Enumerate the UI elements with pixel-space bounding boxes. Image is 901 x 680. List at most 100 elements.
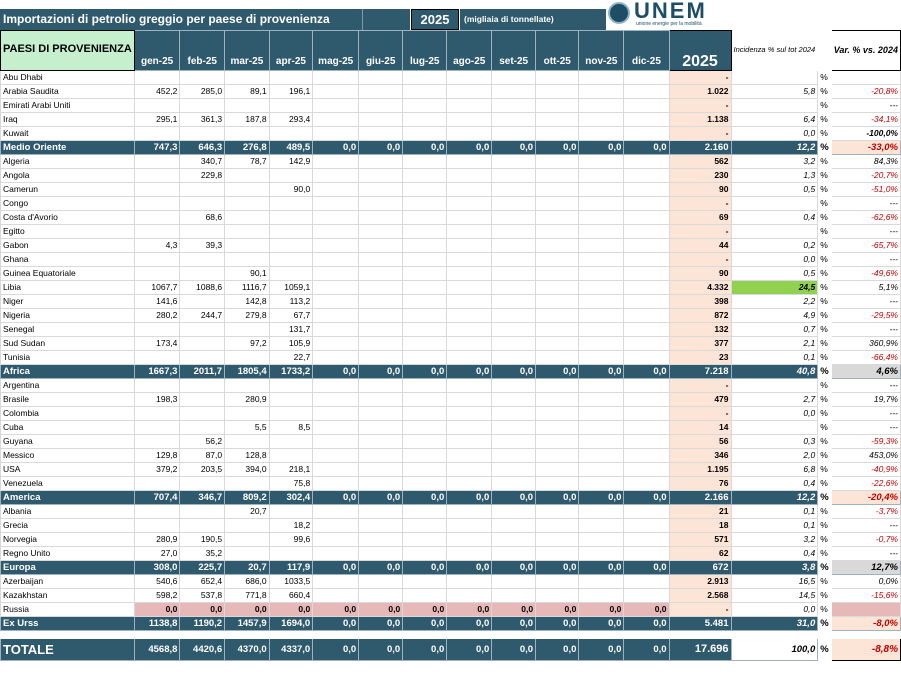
month-value	[358, 322, 404, 337]
month-value	[224, 532, 270, 547]
row-incidence: 31,0	[730, 616, 819, 631]
month-value	[623, 532, 670, 547]
month-value	[312, 546, 360, 561]
spacer-cell	[623, 630, 670, 639]
row-variation: -0,7%	[830, 532, 901, 547]
month-value	[312, 196, 360, 211]
row-incidence: 40,8	[730, 364, 819, 379]
month-value: 0,0	[358, 490, 404, 505]
month-value: 0,0	[623, 638, 670, 661]
month-value	[402, 476, 448, 491]
percent-sign: %	[817, 560, 832, 575]
month-value	[446, 588, 493, 603]
month-value: 129,8	[133, 448, 181, 463]
month-value	[446, 280, 493, 295]
month-value	[578, 70, 625, 85]
country-row: Iraq 295,1 361,3 187,8 293,4 1.138 6,4% -34,1%	[0, 112, 901, 127]
row-name: Kuwait	[0, 126, 135, 141]
country-row: Sud Sudan 173,4 97,2 105,9 377 2,1% 360,9%	[0, 336, 901, 351]
month-value	[402, 70, 448, 85]
month-value: 35,2	[179, 546, 226, 561]
month-value	[535, 266, 580, 281]
month-value	[491, 322, 537, 337]
row-total: 21	[668, 504, 732, 519]
row-total: 2.913	[668, 574, 732, 589]
spacer-cell	[817, 630, 832, 639]
region-total-row: America 707,4 346,7 809,2 302,4 0,0 0,0 0,0 0,0 0…	[0, 490, 901, 505]
month-value	[312, 588, 360, 603]
month-value	[133, 70, 181, 85]
logo-subtitle: unione energie per la mobilità	[636, 21, 702, 27]
month-value	[358, 70, 404, 85]
month-value: 0,0	[446, 490, 493, 505]
month-value	[623, 392, 670, 407]
month-value	[491, 476, 537, 491]
report-unit: (migliaia di tonnellate)	[460, 9, 606, 30]
percent-sign: %	[817, 70, 832, 85]
month-value	[623, 434, 670, 449]
month-value	[623, 350, 670, 365]
month-value	[133, 350, 181, 365]
month-value: 0,0	[491, 364, 537, 379]
row-name: Sud Sudan	[0, 336, 135, 351]
month-value	[446, 308, 493, 323]
spacer-cell	[402, 630, 448, 639]
month-value	[491, 532, 537, 547]
month-value	[491, 84, 537, 99]
spacer-cell	[133, 630, 181, 639]
percent-sign: %	[817, 602, 832, 617]
imports-table: PAESI DI PROVENIENZA gen-25 feb-25 mar-2…	[0, 30, 901, 661]
percent-sign: %	[817, 518, 832, 533]
month-value	[491, 210, 537, 225]
row-total: 2.160	[668, 140, 732, 155]
row-name: Niger	[0, 294, 135, 309]
country-row: Guyana 56,2 56 0,3% -59,3%	[0, 434, 901, 449]
row-variation: ---	[830, 378, 901, 393]
month-value	[402, 462, 448, 477]
country-row: Messico 129,8 87,0 128,8 346 2,0% 453,0%	[0, 448, 901, 463]
row-incidence: 0,2	[730, 238, 819, 253]
month-value	[312, 294, 360, 309]
row-incidence	[730, 196, 819, 211]
row-variation: -8,0%	[830, 616, 901, 631]
percent-sign: %	[817, 322, 832, 337]
header-month: apr-25	[268, 30, 314, 71]
month-value: 0,0	[623, 140, 670, 155]
month-value	[312, 448, 360, 463]
month-value	[179, 294, 226, 309]
row-variation: ---	[830, 294, 901, 309]
month-value	[446, 350, 493, 365]
month-value	[179, 182, 226, 197]
month-value: 0,0	[535, 560, 580, 575]
month-value: 279,8	[224, 308, 270, 323]
row-name: Kazakhstan	[0, 588, 135, 603]
month-value: 0,0	[402, 364, 448, 379]
month-value: 128,8	[224, 448, 270, 463]
month-value	[491, 252, 537, 267]
month-value: 78,7	[224, 154, 270, 169]
month-value: 379,2	[133, 462, 181, 477]
month-value: 229,8	[179, 168, 226, 183]
month-value	[312, 98, 360, 113]
month-value	[402, 588, 448, 603]
row-incidence: 2,2	[730, 294, 819, 309]
month-value	[491, 546, 537, 561]
percent-sign: %	[817, 420, 832, 435]
month-value: 225,7	[179, 560, 226, 575]
month-value	[446, 378, 493, 393]
month-value: 340,7	[179, 154, 226, 169]
row-variation: -20,8%	[830, 84, 901, 99]
month-value	[578, 224, 625, 239]
month-value	[133, 378, 181, 393]
row-name: Colombia	[0, 406, 135, 421]
month-value	[446, 462, 493, 477]
month-value	[623, 168, 670, 183]
month-value: 0,0	[446, 140, 493, 155]
month-value: 346,7	[179, 490, 226, 505]
month-value	[358, 84, 404, 99]
row-variation: -15,6%	[830, 588, 901, 603]
header-month: giu-25	[358, 30, 404, 71]
month-value	[268, 238, 314, 253]
month-value: 280,9	[133, 532, 181, 547]
row-total: 7.218	[668, 364, 732, 379]
